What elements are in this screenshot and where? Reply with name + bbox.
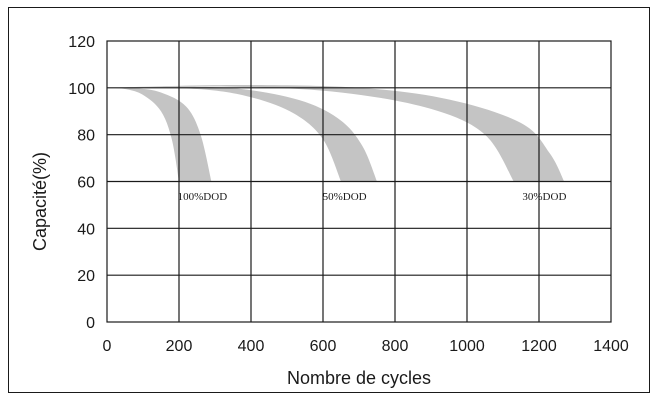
band-3 [107,85,565,182]
x-tick-label-5: 1000 [449,338,485,355]
x-tick-labels: 0 200 400 600 800 1000 1200 1400 [103,338,629,355]
band-labels: 100%DOD 50%DOD 30%DOD [178,191,567,203]
x-tick-label-1: 200 [166,338,193,355]
band-label-1: 100%DOD [178,191,228,203]
y-tick-label-2: 40 [77,221,95,238]
y-tick-label-5: 100 [68,81,95,98]
x-tick-label-4: 800 [382,338,409,355]
x-tick-label-7: 1400 [593,338,629,355]
x-axis-label: Nombre de cycles [287,368,431,388]
band-2 [107,86,377,182]
x-tick-label-3: 600 [310,338,337,355]
y-axis-label: Capacité(%) [30,152,50,251]
y-tick-label-1: 20 [77,268,95,285]
plot-frame [106,40,612,323]
capacity-bands [107,85,565,182]
y-tick-label-6: 120 [68,34,95,51]
band-1 [107,87,212,182]
y-tick-label-3: 60 [77,175,95,192]
band-label-3: 30%DOD [522,191,566,203]
x-tick-label-0: 0 [103,338,112,355]
y-tick-label-0: 0 [86,315,95,332]
grid [107,41,611,322]
x-tick-label-2: 400 [238,338,265,355]
y-tick-labels: 0 20 40 60 80 100 120 [68,34,95,332]
y-tick-label-4: 80 [77,128,95,145]
x-tick-label-6: 1200 [521,338,557,355]
band-label-2: 50%DOD [323,191,367,203]
